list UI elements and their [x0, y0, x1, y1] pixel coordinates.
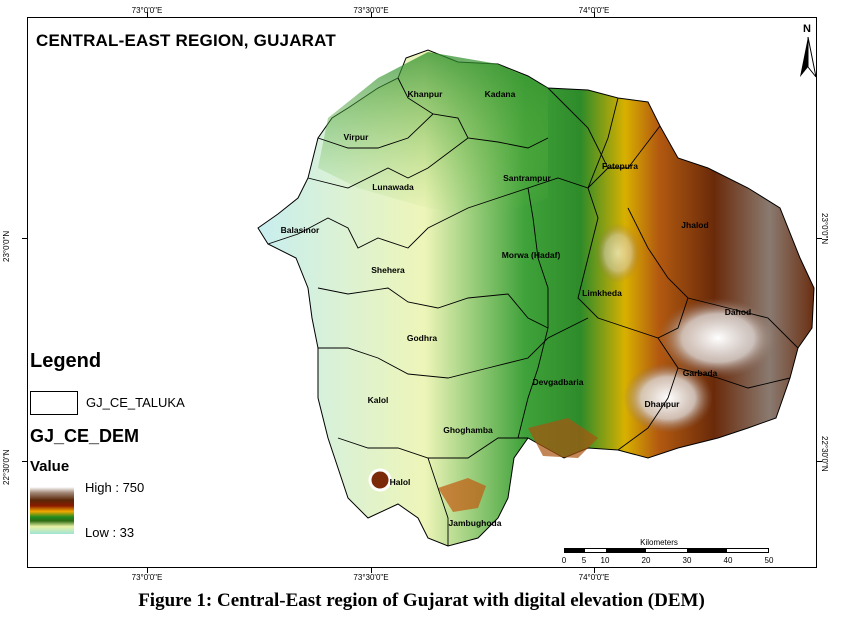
value-title: Value [30, 458, 70, 475]
north-arrow-icon [800, 36, 816, 78]
tickmark [22, 238, 27, 239]
tickmark [147, 568, 148, 573]
taluka-label-devgadbaria: Devgadbaria [532, 377, 584, 387]
scale-bar: Kilometers 0 5 10 20 30 40 50 [561, 538, 774, 567]
north-arrow: N [796, 23, 816, 79]
taluka-label-limkheda: Limkheda [582, 288, 622, 298]
taluka-label-shehera: Shehera [371, 265, 405, 275]
scale-segment [686, 549, 728, 552]
taluka-label-virpur: Virpur [343, 132, 369, 142]
lat-tick-left-23-00: 23°0'0"N [2, 230, 11, 262]
lon-tick-top-73-00: 73°0'0"E [131, 6, 163, 15]
scale-label: 5 [581, 556, 587, 565]
north-letter: N [803, 23, 811, 35]
tickmark [817, 461, 822, 462]
lon-tick-top-74-00: 74°0'0"E [578, 6, 610, 15]
tickmark [594, 568, 595, 573]
scale-label: 30 [682, 556, 692, 565]
taluka-label-fatepura: Fatepura [602, 161, 638, 171]
lon-tick-bottom-74-00: 74°0'0"E [578, 573, 610, 582]
taluka-label-lunawada: Lunawada [372, 182, 414, 192]
scale-label: 0 [561, 556, 567, 565]
elevation-color-ramp [30, 487, 74, 534]
taluka-boundary-label: GJ_CE_TALUKA [86, 395, 185, 410]
scale-label: 20 [641, 556, 651, 565]
lon-tick-bottom-73-00: 73°0'0"E [131, 573, 163, 582]
scale-label: 40 [723, 556, 733, 565]
scale-bar-segments [564, 548, 769, 553]
taluka-label-balasinor: Balasinor [280, 225, 320, 235]
taluka-label-dhanpur: Dhanpur [644, 399, 680, 409]
halol-hill [368, 468, 392, 492]
scale-title: Kilometers [640, 538, 678, 547]
scale-label: 10 [600, 556, 610, 565]
taluka-label-santrampur: Santrampur [503, 173, 551, 183]
tickmark [147, 12, 148, 17]
scale-segment [605, 549, 647, 552]
taluka-label-dahod: Dahod [724, 307, 752, 317]
tickmark [371, 12, 372, 17]
taluka-label-khanpur: Khanpur [407, 89, 443, 99]
ramp-low-label: Low : 33 [85, 525, 135, 540]
scale-segment [646, 549, 687, 552]
scale-segment [585, 549, 606, 552]
legend-title: Legend [30, 350, 102, 372]
tickmark [594, 12, 595, 17]
map-title: CENTRAL-EAST REGION, GUJARAT [36, 31, 336, 50]
taluka-label-garbada: Garbada [682, 368, 718, 378]
taluka-label-jhalod: Jhalod [681, 220, 709, 230]
taluka-label-ghoghamba: Ghoghamba [443, 425, 493, 435]
taluka-label-jambughoda: Jambughoda [448, 518, 502, 528]
dem-layer-title: GJ_CE_DEM [30, 426, 140, 446]
ramp-high-label: High : 750 [85, 480, 145, 495]
taluka-boundary-swatch [30, 391, 78, 415]
taluka-label-halol: Halol [389, 477, 411, 487]
lat-tick-right-23-00: 23°0'0"N [820, 213, 829, 245]
limkheda-peak [596, 223, 640, 283]
lat-tick-right-22-30: 22°30'0"N [820, 436, 829, 472]
lon-tick-top-73-30: 73°30'0"E [353, 6, 389, 15]
lat-tick-left-22-30: 22°30'0"N [2, 449, 11, 485]
taluka-label-morwa-hadaf: Morwa (Hadaf) [501, 250, 561, 260]
tickmark [371, 568, 372, 573]
tickmark [817, 238, 822, 239]
map-frame: CENTRAL-EAST REGION, GUJARAT N Khanpur K… [27, 17, 817, 568]
scale-segment [727, 549, 768, 552]
figure-caption: Figure 1: Central-East region of Gujarat… [138, 590, 705, 611]
taluka-boundaries [267, 77, 799, 546]
devgadbaria-hills [528, 418, 598, 458]
north-hills [318, 52, 548, 218]
scale-segment [565, 549, 586, 552]
taluka-label-kadana: Kadana [484, 89, 516, 99]
taluka-label-godhra: Godhra [406, 333, 438, 343]
lon-tick-bottom-73-30: 73°30'0"E [353, 573, 389, 582]
taluka-label-kalol: Kalol [367, 395, 389, 405]
dem-map [257, 49, 815, 547]
scale-label: 50 [764, 556, 774, 565]
tickmark [22, 461, 27, 462]
jambughoda-hills [438, 478, 486, 512]
dahod-peak [658, 298, 778, 378]
